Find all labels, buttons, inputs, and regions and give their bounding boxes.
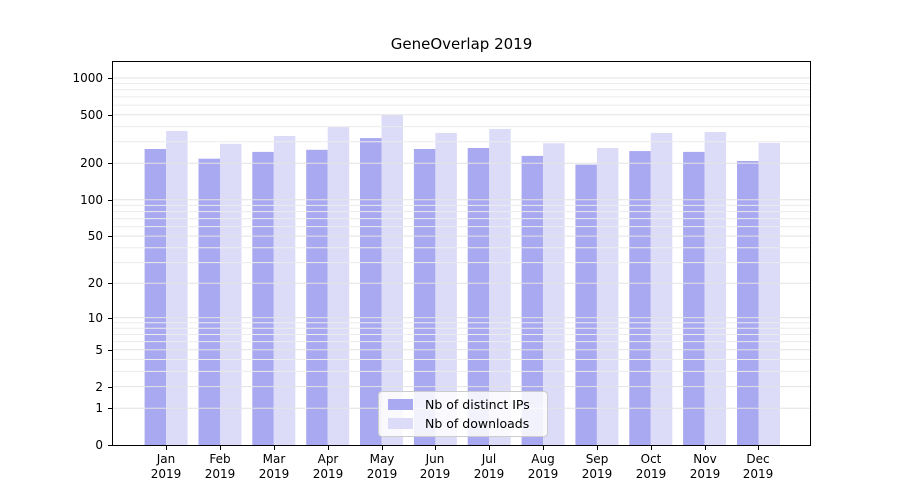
x-tick-mark-apr (328, 446, 329, 450)
bar-dec-distinct-ips (737, 161, 759, 445)
x-tick-label-jun: Jun 2019 (419, 452, 451, 481)
y-tick-label-2: 2 (95, 380, 103, 394)
bar-mar-distinct-ips (252, 151, 274, 445)
y-tick-label-20: 20 (87, 276, 103, 290)
bar-may-downloads (381, 115, 403, 445)
y-tick-mark-500 (108, 115, 112, 116)
y-tick-label-1: 1 (95, 401, 103, 415)
y-tick-mark-0 (108, 445, 112, 446)
y-tick-mark-1 (108, 408, 112, 409)
x-tick-label-mar: Mar 2019 (258, 452, 290, 481)
bar-aug-distinct-ips (521, 155, 544, 445)
x-tick-mark-oct (651, 446, 652, 450)
bar-may-distinct-ips (360, 138, 382, 445)
y-tick-label-1000: 1000 (72, 71, 103, 85)
bar-sep-distinct-ips (575, 164, 597, 445)
legend-swatch-distinct-ips (388, 399, 413, 410)
x-tick-label-oct: Oct 2019 (635, 452, 667, 481)
bar-jul-distinct-ips (467, 148, 490, 445)
x-tick-label-sep: Sep 2019 (581, 452, 613, 481)
legend-label-downloads: Nb of downloads (425, 416, 530, 431)
x-tick-label-dec: Dec 2019 (742, 452, 774, 481)
x-tick-mark-may (382, 446, 383, 450)
x-tick-label-jan: Jan 2019 (150, 452, 182, 481)
y-tick-mark-2 (108, 387, 112, 388)
y-tick-mark-20 (108, 283, 112, 284)
bar-nov-downloads (704, 132, 727, 445)
bar-nov-distinct-ips (683, 151, 705, 445)
x-tick-label-jul: Jul 2019 (473, 452, 505, 481)
bar-plot-svg (113, 77, 810, 445)
plot-area (112, 61, 811, 446)
y-tick-label-100: 100 (80, 193, 103, 207)
bar-apr-distinct-ips (306, 149, 328, 445)
x-tick-mark-dec (758, 446, 759, 450)
x-tick-mark-jan (166, 446, 167, 450)
y-tick-label-0: 0 (95, 438, 103, 452)
y-tick-mark-50 (108, 236, 112, 237)
x-tick-mark-sep (597, 446, 598, 450)
y-tick-label-10: 10 (87, 311, 103, 325)
x-tick-mark-aug (543, 446, 544, 450)
bar-oct-downloads (650, 132, 673, 445)
y-tick-label-200: 200 (80, 156, 103, 170)
bar-apr-downloads (327, 127, 350, 445)
legend-label-distinct-ips: Nb of distinct IPs (425, 397, 530, 412)
x-tick-mark-jul (489, 446, 490, 450)
legend-item-distinct-ips: Nb of distinct IPs (388, 397, 538, 412)
bar-jun-downloads (435, 132, 457, 445)
bar-sep-downloads (596, 148, 619, 445)
bar-mar-downloads (273, 136, 296, 445)
x-tick-mark-jun (435, 446, 436, 450)
x-tick-mark-feb (220, 446, 221, 450)
x-tick-label-aug: Aug 2019 (527, 452, 559, 481)
y-tick-mark-200 (108, 163, 112, 164)
legend-swatch-downloads (388, 418, 413, 429)
y-tick-mark-1000 (108, 78, 112, 79)
y-tick-mark-10 (108, 318, 112, 319)
y-tick-mark-100 (108, 200, 112, 201)
y-tick-mark-5 (108, 350, 112, 351)
x-tick-mark-nov (705, 446, 706, 450)
x-tick-label-may: May 2019 (366, 452, 398, 481)
bar-feb-downloads (220, 143, 242, 445)
bar-jul-downloads (489, 129, 511, 445)
x-tick-label-apr: Apr 2019 (312, 452, 344, 481)
x-tick-label-feb: Feb 2019 (204, 452, 236, 481)
bar-feb-distinct-ips (198, 158, 220, 445)
chart-title: GeneOverlap 2019 (390, 35, 533, 53)
legend: Nb of distinct IPs Nb of downloads (378, 391, 548, 437)
y-tick-label-500: 500 (80, 108, 103, 122)
y-tick-label-50: 50 (87, 229, 103, 243)
bar-jan-distinct-ips (144, 149, 167, 445)
bar-jan-downloads (166, 131, 188, 445)
x-tick-mark-mar (274, 446, 275, 450)
y-tick-label-5: 5 (95, 343, 103, 357)
legend-item-downloads: Nb of downloads (388, 416, 538, 431)
x-tick-label-nov: Nov 2019 (689, 452, 721, 481)
bar-oct-distinct-ips (629, 151, 651, 445)
bar-dec-downloads (758, 142, 780, 445)
